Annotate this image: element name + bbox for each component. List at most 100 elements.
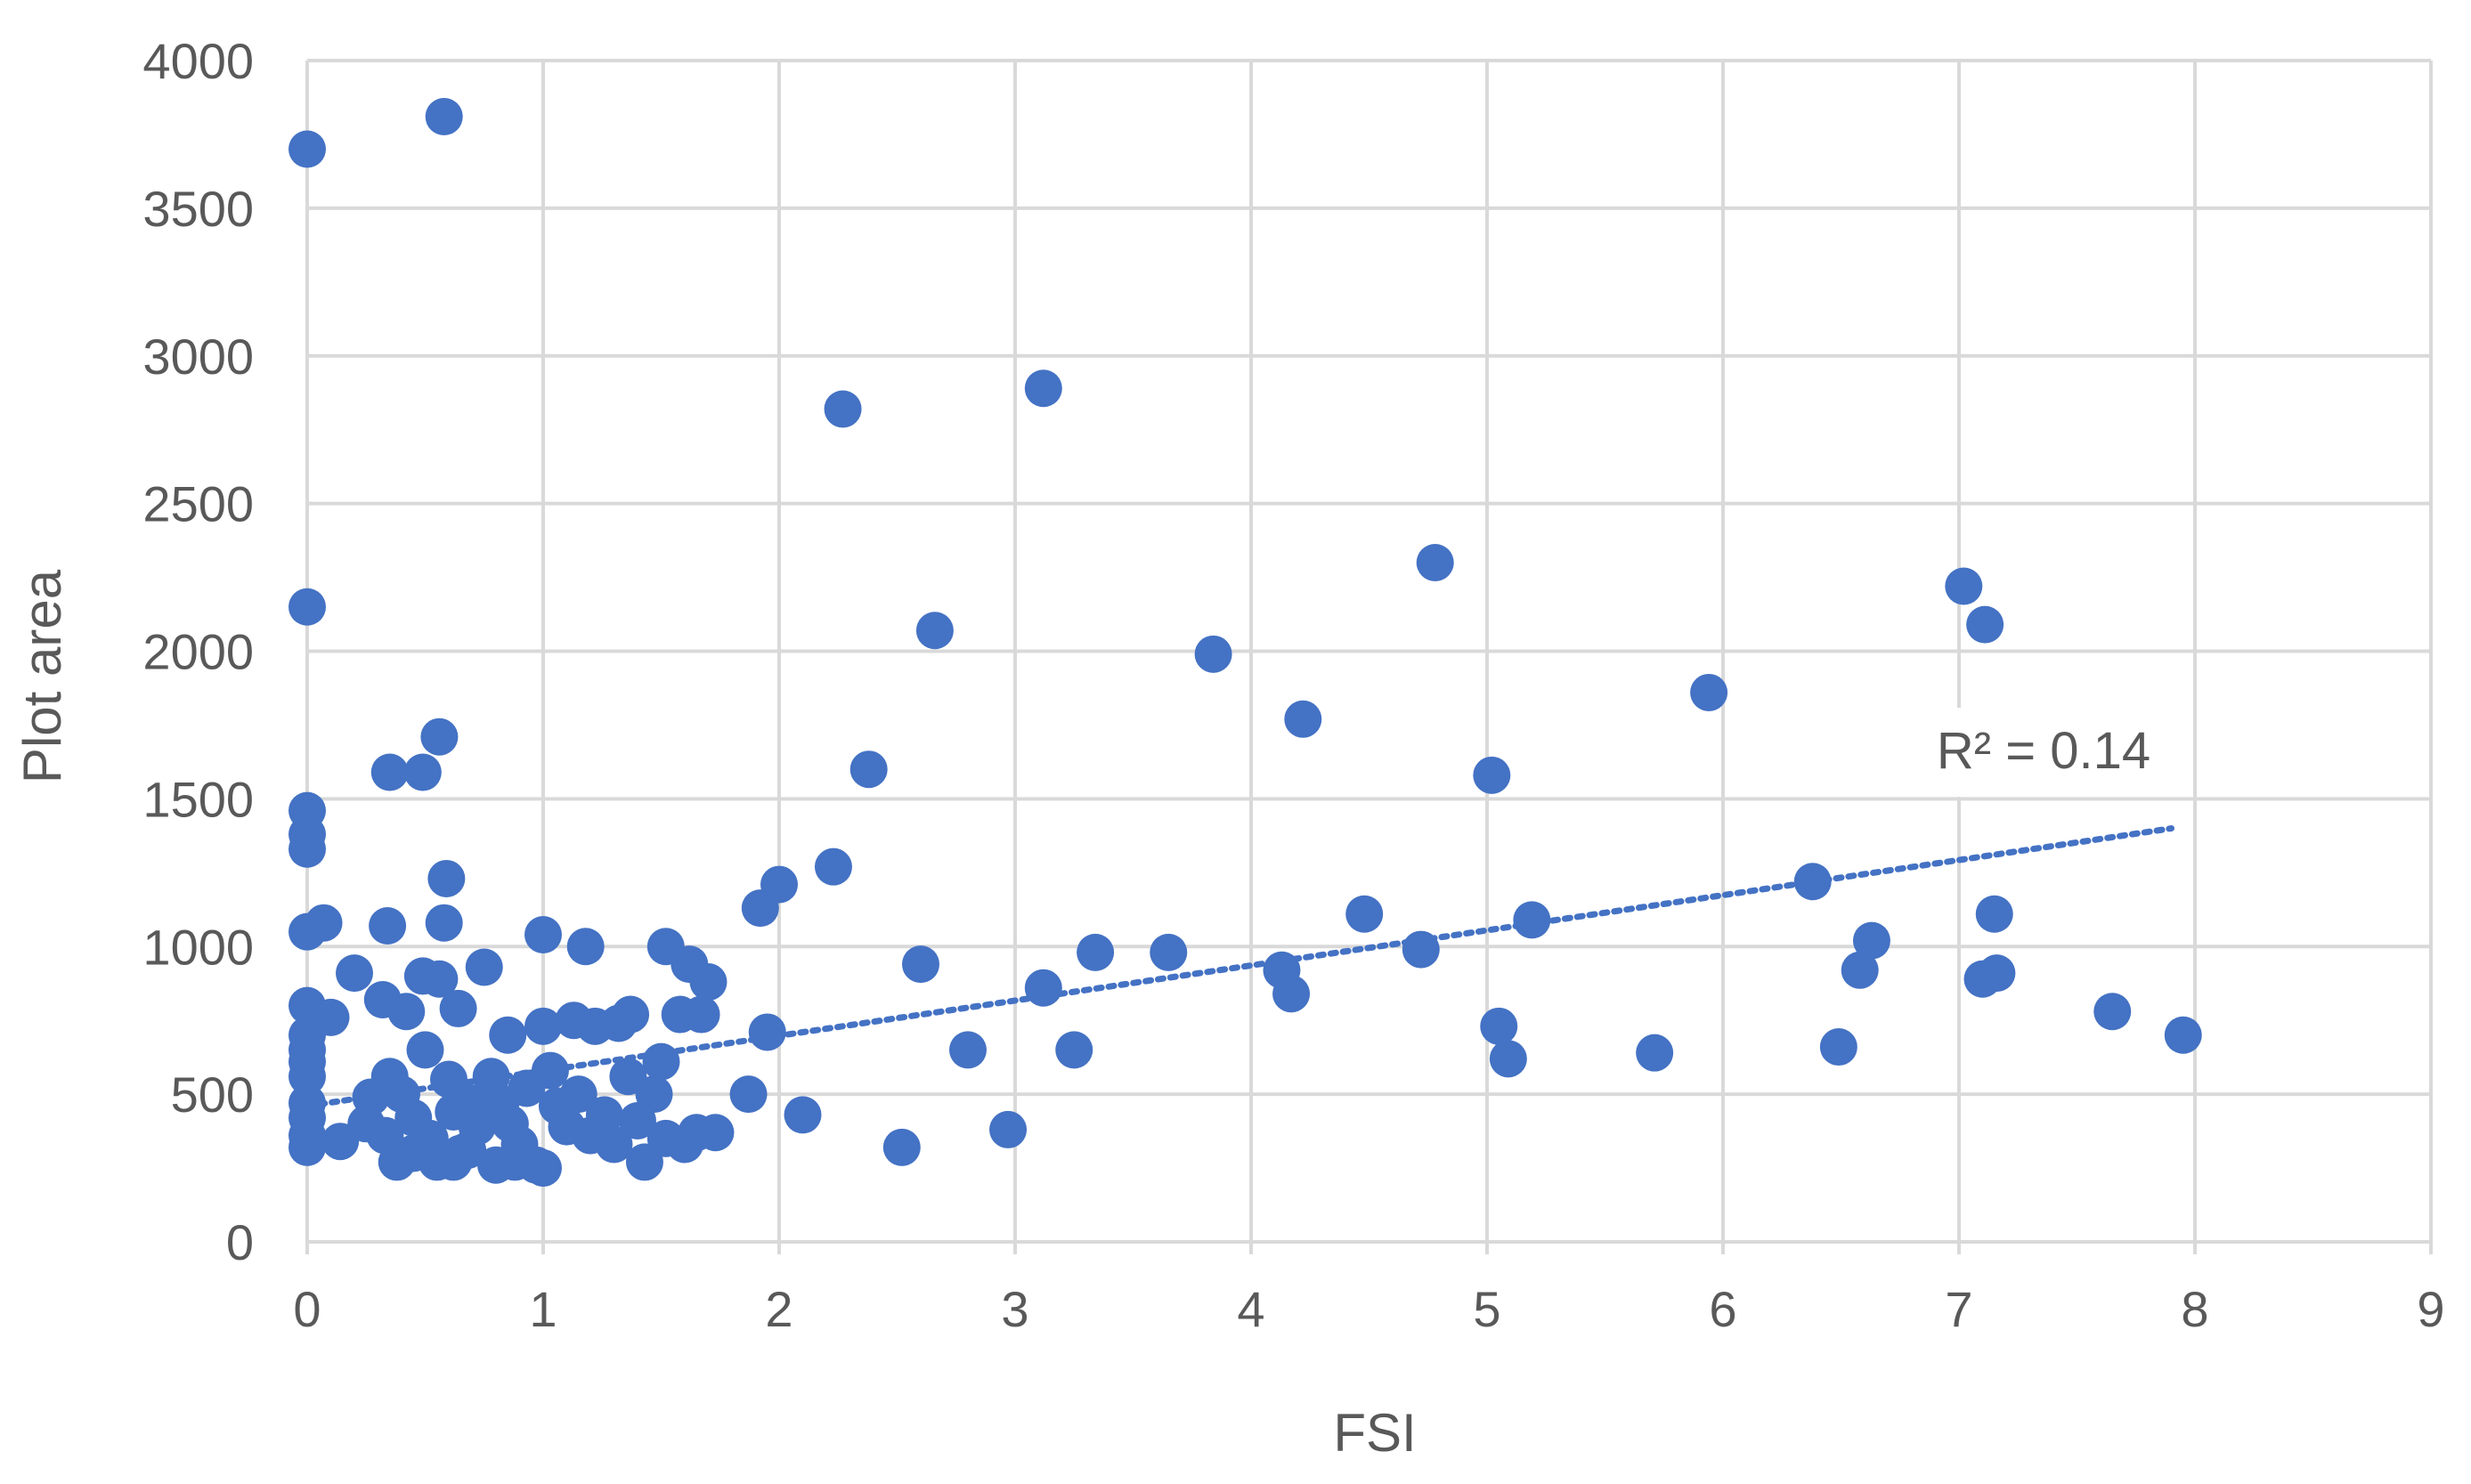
data-point: [2164, 1016, 2202, 1054]
data-point: [449, 1131, 487, 1170]
data-point: [1077, 933, 1115, 971]
data-point: [489, 1016, 527, 1054]
trendline-group: [304, 825, 2174, 1109]
data-point: [1150, 933, 1188, 971]
x-tick-label: 0: [293, 1281, 321, 1337]
data-point: [370, 753, 409, 791]
data-point: [1690, 673, 1728, 711]
y-tick-label: 1500: [142, 771, 254, 827]
data-point: [1473, 756, 1511, 794]
x-tick-label: 6: [1709, 1281, 1736, 1337]
x-tick-label: 5: [1473, 1281, 1500, 1337]
data-point: [1945, 567, 1983, 605]
data-point: [1194, 635, 1232, 673]
data-point: [1272, 975, 1311, 1013]
data-point: [524, 915, 562, 953]
data-point: [748, 1013, 786, 1051]
x-tick-label: 4: [1237, 1281, 1264, 1337]
y-tick-label: 0: [226, 1214, 254, 1270]
data-point: [531, 1051, 569, 1090]
data-point: [612, 995, 650, 1034]
data-point: [784, 1096, 822, 1134]
data-point: [2093, 993, 2132, 1031]
data-point: [1024, 369, 1062, 408]
data-point: [1480, 1007, 1518, 1045]
data-point: [289, 588, 326, 626]
data-point: [425, 904, 463, 942]
trendline: [304, 825, 2174, 1109]
data-point: [642, 1042, 680, 1081]
data-point: [369, 907, 407, 945]
data-point: [1284, 700, 1322, 738]
data-point: [439, 989, 477, 1027]
data-point: [559, 1075, 597, 1114]
data-point: [1978, 954, 2016, 993]
data-point: [336, 954, 373, 993]
data-point: [289, 130, 326, 168]
data-point: [289, 1128, 326, 1166]
x-tick-label: 3: [1001, 1281, 1028, 1337]
data-point: [524, 1149, 562, 1188]
x-tick-label: 7: [1945, 1281, 1972, 1337]
data-point: [1819, 1028, 1857, 1066]
data-point: [729, 1075, 768, 1114]
x-tick-label: 8: [2181, 1281, 2208, 1337]
data-point: [403, 753, 442, 791]
data-point: [595, 1125, 633, 1164]
x-tick-label: 2: [765, 1281, 793, 1337]
data-point: [1975, 895, 2013, 933]
data-point: [1489, 1040, 1527, 1078]
data-point: [682, 995, 720, 1034]
grid-lines: [307, 59, 2433, 1242]
x-tick-label: 9: [2417, 1281, 2444, 1337]
data-point: [420, 960, 459, 998]
data-point: [1055, 1031, 1093, 1069]
data-points: [289, 98, 2202, 1188]
y-tick-label: 3500: [142, 181, 254, 237]
data-point: [465, 948, 503, 986]
data-point: [849, 750, 888, 789]
data-point: [305, 904, 343, 942]
data-point: [289, 830, 326, 868]
tick-labels: 0 500 1000 1500 2000 2500 3000 3500 4000 0 1 2 3 4 5 6 7…: [142, 33, 2444, 1337]
y-tick-label: 2000: [142, 624, 254, 680]
data-point: [915, 612, 954, 650]
data-point: [1345, 895, 1384, 933]
data-point: [1966, 605, 2004, 644]
data-point: [420, 718, 459, 756]
data-point: [902, 945, 939, 984]
y-axis-title: Plot area: [12, 569, 72, 783]
data-point: [760, 865, 798, 904]
data-point: [585, 1096, 623, 1134]
data-point: [949, 1031, 987, 1069]
data-point: [406, 1031, 444, 1069]
data-point: [427, 859, 466, 897]
data-point: [1841, 951, 1879, 989]
data-point: [425, 98, 463, 136]
data-point: [882, 1128, 921, 1166]
data-point: [1513, 901, 1551, 939]
data-point: [524, 1007, 562, 1045]
data-point: [696, 1114, 735, 1152]
data-point: [824, 390, 862, 428]
data-point: [1852, 921, 1890, 960]
data-point: [387, 993, 426, 1031]
data-point: [566, 928, 605, 966]
data-point: [496, 1143, 534, 1181]
data-point: [430, 1060, 467, 1099]
y-tick-label: 2500: [142, 476, 254, 532]
r2-label-background: [1919, 708, 2168, 797]
data-point: [1416, 543, 1454, 581]
r2-label: R² = 0.14: [1937, 722, 2150, 780]
data-point: [1636, 1034, 1674, 1072]
data-point: [366, 1116, 404, 1155]
data-point: [689, 963, 727, 1001]
y-tick-label: 500: [171, 1066, 254, 1123]
y-tick-label: 4000: [142, 33, 254, 89]
y-tick-label: 3000: [142, 328, 254, 385]
data-point: [289, 1058, 326, 1096]
x-axis-title: FSI: [1333, 1403, 1416, 1463]
data-point: [635, 1075, 673, 1114]
